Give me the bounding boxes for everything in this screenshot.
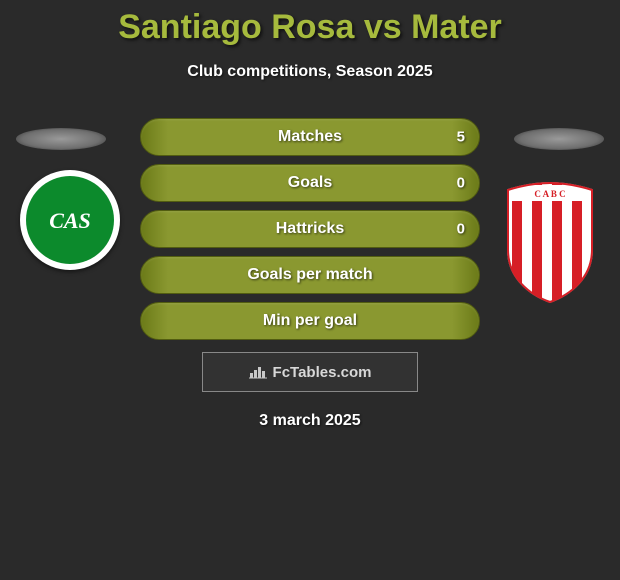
stat-row-goals: Goals 0 [140, 164, 480, 202]
watermark: FcTables.com [202, 352, 418, 392]
player-silhouette-right [514, 128, 604, 150]
player-silhouette-left [16, 128, 106, 150]
stat-label: Goals [141, 174, 479, 192]
stat-right-value: 0 [457, 175, 465, 192]
stat-row-matches: Matches 5 [140, 118, 480, 156]
striped-shield-icon: C A B C [500, 180, 600, 305]
stat-label: Hattricks [141, 220, 479, 238]
stat-label: Goals per match [141, 266, 479, 284]
stat-row-min-per-goal: Min per goal [140, 302, 480, 340]
stat-right-value: 0 [457, 221, 465, 238]
page-title: Santiago Rosa vs Mater [0, 0, 620, 47]
stat-row-goals-per-match: Goals per match [140, 256, 480, 294]
date: 3 march 2025 [140, 412, 480, 430]
svg-text:CAS: CAS [49, 208, 91, 233]
cas-monogram-icon: CAS [41, 201, 99, 239]
club-badge-right: C A B C [500, 180, 600, 305]
stat-right-value: 5 [457, 129, 465, 146]
stats-column: Matches 5 Goals 0 Hattricks 0 Goals per … [140, 118, 480, 430]
bar-chart-icon [249, 365, 267, 379]
club-badge-left-inner: CAS [26, 176, 114, 264]
stat-label: Min per goal [141, 312, 479, 330]
stat-row-hattricks: Hattricks 0 [140, 210, 480, 248]
watermark-text: FcTables.com [273, 364, 372, 381]
svg-text:C A B C: C A B C [534, 189, 565, 199]
stat-label: Matches [141, 128, 479, 146]
club-badge-left: CAS [20, 170, 120, 270]
subtitle: Club competitions, Season 2025 [0, 63, 620, 81]
